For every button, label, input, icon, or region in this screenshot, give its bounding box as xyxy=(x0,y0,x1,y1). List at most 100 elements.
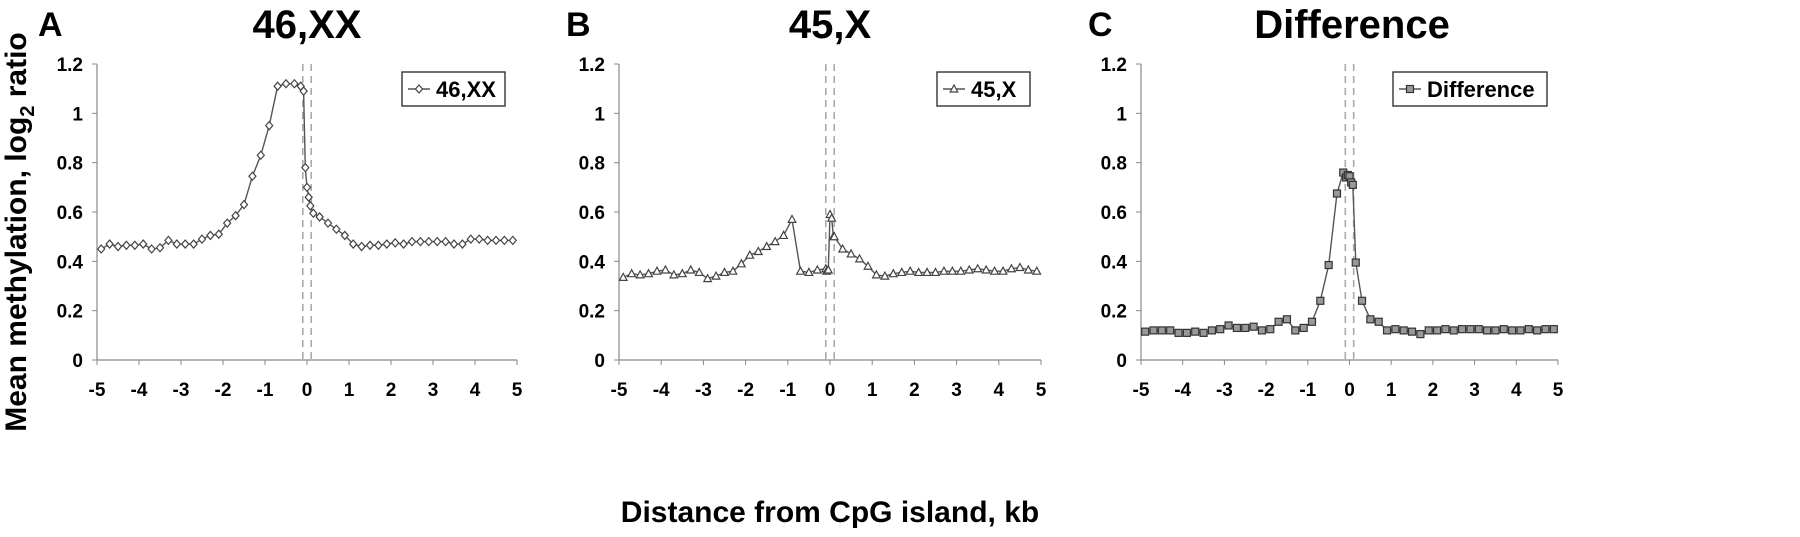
panel-c-data-point xyxy=(1266,325,1275,334)
panel-c-data-point xyxy=(1216,325,1225,334)
panel-c-data-point xyxy=(1282,315,1292,324)
panel-c-x-tick-label: 0 xyxy=(1344,380,1355,401)
panel-c-legend-box xyxy=(1392,71,1548,107)
panel-c-x-tick-label: -3 xyxy=(1216,380,1233,401)
panel-a-data-point xyxy=(197,234,207,245)
panel-c-x-tick-label: 1 xyxy=(1386,380,1397,401)
panel-a-data-point xyxy=(500,235,509,246)
panel-a-data-point xyxy=(222,218,232,229)
panel-a-y-tick-label: 0 xyxy=(72,351,83,372)
panel-c-data-point xyxy=(1483,326,1492,335)
panel-c: C Difference 0 0.2 0.4 0.6 0.8 1 1.2 -5 -4 -3 -2 -1… xyxy=(1088,3,1564,401)
panel-c-data-point xyxy=(1357,296,1367,305)
panel-c-x-tick-label: 3 xyxy=(1469,380,1480,401)
panel-b-data-point xyxy=(812,264,823,274)
panel-c-y-tick-label: 0 xyxy=(1116,351,1127,372)
panel-c-title: Difference xyxy=(1254,3,1450,47)
panel-b-data-point xyxy=(956,265,966,275)
panel-c-data-point xyxy=(1466,325,1475,334)
panel-b-data-point xyxy=(981,264,991,274)
panel-a-data-point xyxy=(424,236,434,247)
panel-b-data-point xyxy=(989,265,1000,275)
panel-a-data-point xyxy=(365,240,375,251)
panel-a-data-point xyxy=(290,78,299,89)
panel-a-letter: A xyxy=(38,6,63,44)
panel-c-y-tick-label: 0.8 xyxy=(1101,154,1127,175)
panel-b-data-point xyxy=(745,249,755,259)
panel-b-data-point xyxy=(829,231,840,241)
panel-a-data-point xyxy=(248,171,257,182)
panel-a-data-point xyxy=(508,235,518,246)
panel-a-data-point xyxy=(382,239,392,249)
y-axis-title-suffix: ratio xyxy=(0,32,33,105)
panel-a-data-point xyxy=(273,81,282,92)
panel-b-data-point xyxy=(694,267,704,277)
panel-c-x-tick-label: 4 xyxy=(1511,380,1522,401)
panel-a-data-point xyxy=(441,236,450,247)
panel-a-x-tick-label: -4 xyxy=(131,380,148,401)
panel-c-x-tick-label: 5 xyxy=(1553,380,1564,401)
panel-c-data-point xyxy=(1299,323,1308,333)
panel-b-data-point xyxy=(972,263,983,273)
panel-b: B 45,X 00.20.40.60.811.2-5 -4 -3 -2 -1 0 1 2 3 4 5… xyxy=(566,3,1047,401)
panel-a-data-point xyxy=(214,229,224,240)
panel-a-data-point xyxy=(256,150,266,161)
panel-a-y-tick-label: 0.6 xyxy=(57,203,83,224)
panel-b-x-tick-label: -3 xyxy=(695,380,712,401)
panel-b-data-point xyxy=(787,214,797,223)
panel-c-data-point xyxy=(1224,321,1233,330)
panel-c-legend-label: Difference xyxy=(1427,77,1535,102)
panel-b-data-point xyxy=(1031,265,1042,275)
panel-a-x-tick-label: 4 xyxy=(470,380,481,401)
panel-b-data-point xyxy=(804,267,814,277)
panel-c-plot: 0 0.2 0.4 0.6 0.8 1 1.2 -5 -4 -3 -2 -1 0 1 2 3 4 5 Differe… xyxy=(1101,55,1564,401)
panel-b-data-point xyxy=(888,268,899,278)
panel-c-data-point xyxy=(1207,326,1216,335)
panel-a-data-point xyxy=(122,240,131,251)
panel-a-x-tick-label: 5 xyxy=(512,380,523,401)
panel-a-x-tick-label: -1 xyxy=(257,380,274,401)
panel-b-data-point xyxy=(795,265,806,275)
panel-c-data-point xyxy=(1174,328,1183,337)
panel-b-data-point xyxy=(761,241,772,251)
panel-c-data-point xyxy=(1424,326,1433,335)
panel-a-data-point xyxy=(164,235,173,246)
panel-a-data-point xyxy=(105,239,114,249)
panel-b-data-point xyxy=(643,268,654,278)
panel-a-data-point xyxy=(180,239,190,249)
panel-c-data-point xyxy=(1316,296,1325,305)
panel-c-legend-marker xyxy=(1405,84,1415,94)
panel-b-x-tick-label: 4 xyxy=(994,380,1005,401)
panel-a-legend-marker xyxy=(414,84,424,94)
panel-b-data-point xyxy=(896,267,907,277)
panel-b-data-point xyxy=(837,243,848,253)
panel-c-data-point xyxy=(1382,326,1392,335)
panel-b-x-tick-label: -5 xyxy=(611,380,628,401)
panel-c-data-point xyxy=(1499,325,1508,334)
panel-b-x-tick-label: 3 xyxy=(951,380,962,401)
panel-a-data-point xyxy=(155,242,165,253)
panel-c-data-point xyxy=(1351,258,1360,267)
panel-a-data-point xyxy=(189,239,198,249)
panel-b-x-tick-label: 0 xyxy=(825,380,836,401)
panel-b-data-point xyxy=(913,267,924,277)
panel-b-data-point xyxy=(871,269,882,279)
panel-b-data-point xyxy=(685,264,696,274)
panel-c-data-point xyxy=(1516,326,1525,335)
panel-b-data-point xyxy=(863,261,873,270)
panel-a-data-point xyxy=(301,162,310,173)
panel-a-data-point xyxy=(315,212,324,222)
panel-c-data-point xyxy=(1391,325,1400,334)
panel-a-data-point xyxy=(332,224,341,235)
panel-a-data-point xyxy=(407,236,417,247)
panel-c-data-point xyxy=(1508,326,1517,335)
panel-c-data-point xyxy=(1474,325,1483,334)
panel-b-data-point xyxy=(1006,263,1017,273)
panel-a-data-point xyxy=(390,237,400,248)
panel-a-y-tick-label: 1 xyxy=(72,104,83,125)
panel-c-y-tick-label: 0.4 xyxy=(1101,252,1128,273)
panel-c-data-point xyxy=(1374,317,1383,326)
panel-a-data-point xyxy=(483,235,492,246)
panel-a-data-point xyxy=(264,120,274,131)
